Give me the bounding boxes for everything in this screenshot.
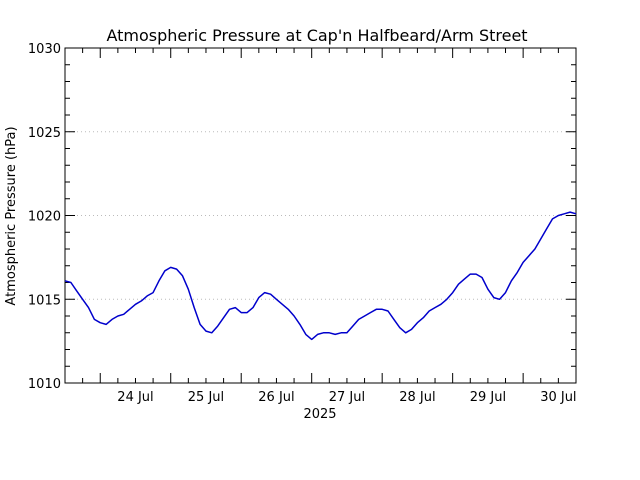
x-tick-label: 26 Jul xyxy=(258,390,294,405)
x-axis-label: 2025 xyxy=(303,407,336,422)
y-tick-label: 1015 xyxy=(28,293,61,308)
y-tick-label: 1030 xyxy=(28,42,61,57)
x-tick-label: 27 Jul xyxy=(329,390,365,405)
series-layer xyxy=(64,211,577,341)
y-axis-label: Atmospheric Pressure (hPa) xyxy=(4,126,19,305)
x-tick-label: 25 Jul xyxy=(188,390,224,405)
x-tick-label: 28 Jul xyxy=(399,390,435,405)
y-tick-label: 1020 xyxy=(28,210,61,225)
x-axis-ticks: 24 Jul 25 Jul 26 Jul 27 Jul 28 Jul 29 Jul 30 J… xyxy=(64,48,577,405)
x-tick-label: 24 Jul xyxy=(117,390,153,405)
series-line-0 xyxy=(64,211,577,341)
y-axis-ticks: 1010 1015 1020 1025 1030 xyxy=(28,42,576,392)
chart-title: Atmospheric Pressure at Cap'n Halfbeard/… xyxy=(106,26,527,45)
y-tick-label: 1025 xyxy=(28,126,61,141)
x-tick-label: 29 Jul xyxy=(470,390,506,405)
x-tick-label: 30 Jul xyxy=(540,390,576,405)
y-tick-label: 1010 xyxy=(28,377,61,392)
gridlines xyxy=(65,131,576,300)
